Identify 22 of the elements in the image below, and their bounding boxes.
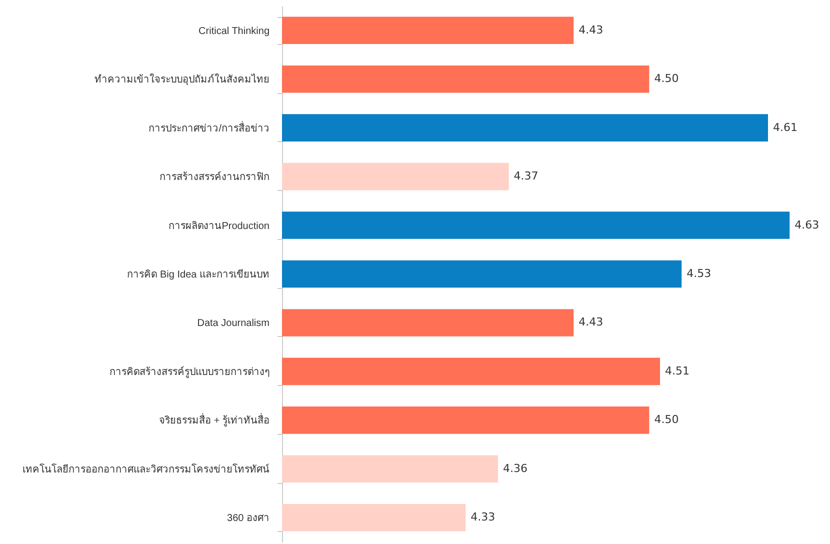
data-label: 4.50: [654, 72, 679, 86]
y-tick-label: Critical Thinking: [198, 26, 270, 37]
y-tick-label: Data Journalism: [197, 318, 270, 330]
y-tick-label: ทำความเข้าใจระบบอุปถัมภ์ในสังคมไทย: [94, 74, 270, 86]
y-tick-label: การสร้างสรรค์งานกราฟิก: [160, 171, 270, 184]
y-tick-label: จริยธรรมสื่อ + รู้เท่าทันสื่อ: [159, 412, 270, 427]
data-label: 4.43: [578, 23, 604, 36]
data-label: 4.61: [773, 120, 798, 134]
data-label: 4.36: [503, 462, 528, 475]
y-tick-label: เทคโนโลยีการออกอากาศและวิศวกรรมโครงข่ายโทรทัศน์: [22, 462, 270, 476]
data-label: 4.50: [654, 413, 679, 426]
y-tick-label: การประกาศข่าว/การสื่อข่าว: [148, 120, 270, 134]
data-label: 4.63: [794, 218, 820, 232]
data-label: 4.43: [578, 316, 604, 329]
y-tick-label: การคิดสร้างสรรค์รูปแบบรายการต่างๆ: [110, 366, 270, 378]
y-tick-label: 360 องศา: [227, 513, 270, 524]
data-label: 4.37: [514, 170, 538, 183]
data-label: 4.33: [470, 510, 496, 524]
y-tick-label: การผลิตงานProduction: [168, 220, 270, 232]
data-label: 4.51: [665, 364, 690, 378]
y-tick-label: การคิด Big Idea และการเขียนบท: [127, 268, 270, 280]
data-label: 4.53: [686, 267, 712, 280]
